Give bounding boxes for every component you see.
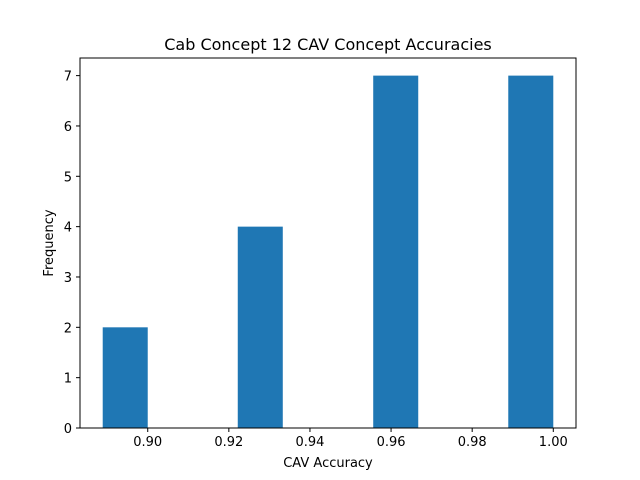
histogram-bar-3 [237, 226, 283, 428]
y-axis-ticks: 0 1 2 3 4 5 6 7 [64, 70, 80, 437]
bars-group [102, 75, 554, 429]
y-tick-label-0: 0 [64, 422, 72, 437]
x-tick-label-1: 0.92 [214, 435, 243, 450]
x-tick-label-5: 1.00 [539, 435, 568, 450]
histogram-bar-6 [373, 75, 419, 429]
histogram-bar-9 [508, 75, 554, 429]
x-tick-label-2: 0.94 [295, 435, 324, 450]
y-tick-label-6: 6 [64, 120, 72, 135]
y-tick-label-4: 4 [64, 221, 72, 236]
chart-title: Cab Concept 12 CAV Concept Accuracies [164, 35, 492, 54]
y-tick-label-5: 5 [64, 170, 72, 185]
histogram-bar-0 [102, 327, 148, 428]
x-tick-label-4: 0.98 [458, 435, 487, 450]
y-tick-label-3: 3 [64, 271, 72, 286]
x-tick-label-0: 0.90 [133, 435, 162, 450]
y-tick-label-1: 1 [64, 372, 72, 387]
y-tick-label-2: 2 [64, 321, 72, 336]
x-axis-ticks: 0.90 0.92 0.94 0.96 0.98 1.00 [133, 428, 568, 450]
x-axis-label: CAV Accuracy [283, 456, 373, 471]
x-tick-label-3: 0.96 [377, 435, 406, 450]
plot-frame [79, 57, 577, 429]
y-tick-label-7: 7 [64, 70, 72, 85]
y-axis-label: Frequency [42, 209, 57, 276]
